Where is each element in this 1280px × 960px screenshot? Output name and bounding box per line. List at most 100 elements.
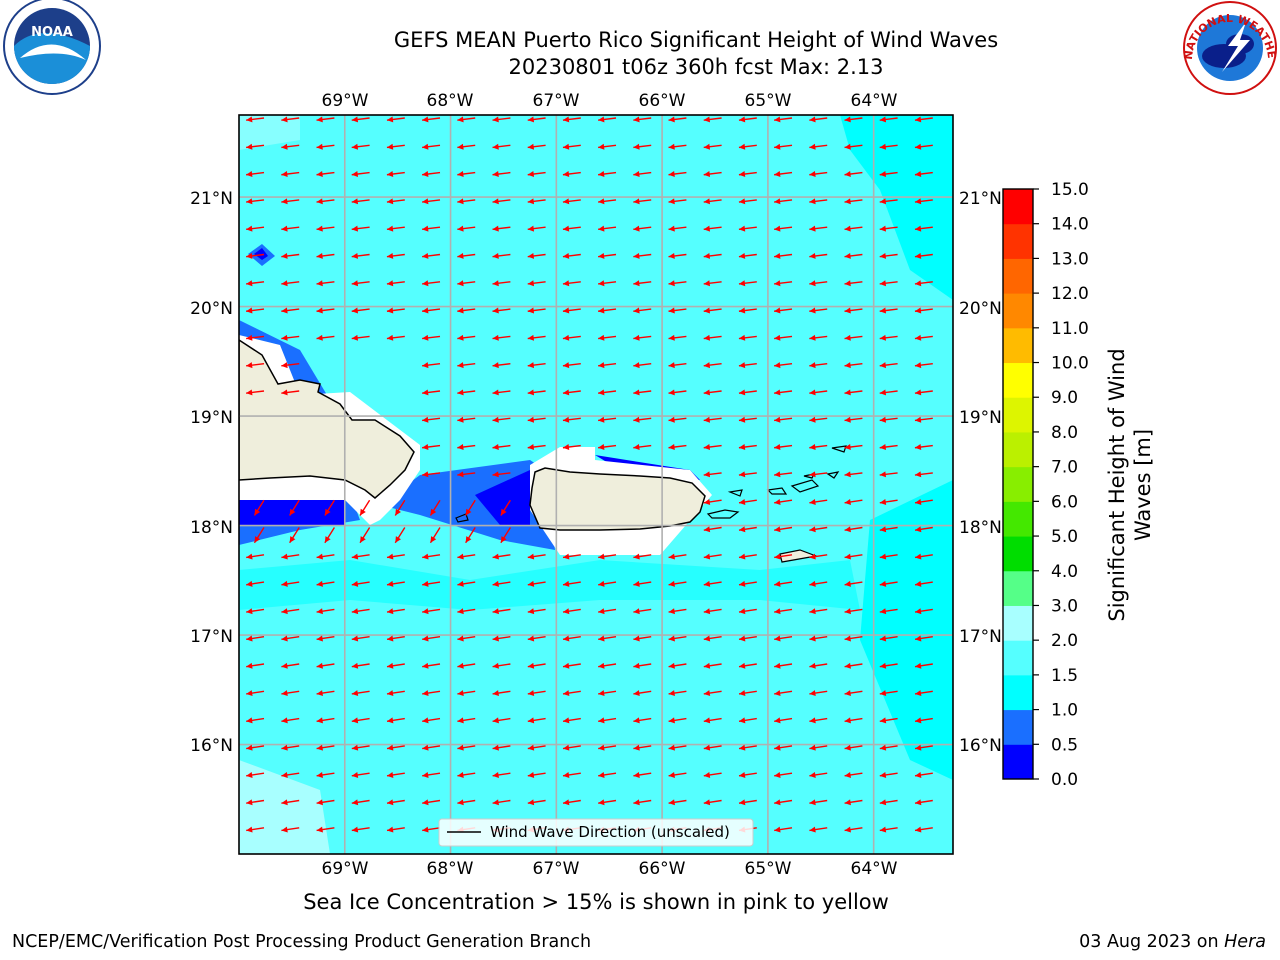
lat-tick-right-16n: 16°N <box>959 736 1002 756</box>
wind-wave-arrow <box>809 389 828 396</box>
colorbar-tick-label: 11.0 <box>1051 319 1089 339</box>
wind-wave-arrow <box>703 799 722 806</box>
wind-wave-arrow <box>809 416 828 423</box>
wind-wave-arrow <box>527 444 546 451</box>
wind-wave-arrow <box>562 143 581 150</box>
wind-wave-arrow <box>738 799 757 806</box>
wind-wave-arrow <box>598 444 617 451</box>
wind-wave-arrow <box>809 143 828 150</box>
lon-tick-bottom-66w: 66°W <box>639 859 686 879</box>
wind-wave-arrow <box>598 608 617 615</box>
wind-wave-arrow <box>879 608 898 615</box>
colorbar-segment <box>1003 362 1033 398</box>
wind-wave-arrow <box>703 499 722 505</box>
ocean-field-2.0-3.0-sw <box>239 760 330 854</box>
wind-wave-arrow <box>879 362 898 369</box>
wind-wave-arrow <box>492 799 511 806</box>
ocean-field-band <box>239 560 860 610</box>
wind-wave-arrow <box>633 416 652 423</box>
wind-wave-arrow <box>500 499 511 516</box>
wind-wave-arrow <box>668 389 687 396</box>
wind-wave-arrow <box>668 171 687 178</box>
wind-wave-arrow <box>914 826 933 833</box>
wind-wave-arrow <box>386 116 405 123</box>
wind-wave-arrow <box>324 527 335 544</box>
wind-wave-arrow <box>457 662 476 669</box>
wind-wave-arrow <box>668 362 687 369</box>
colorbar-tick-label: 8.0 <box>1051 423 1078 443</box>
wind-wave-arrow <box>633 334 652 341</box>
wind-wave-arrow <box>633 198 652 205</box>
wind-wave-arrow <box>457 116 476 123</box>
wind-wave-arrow <box>281 799 300 806</box>
wind-wave-arrow <box>738 499 757 505</box>
wind-wave-arrow <box>598 280 617 287</box>
wind-wave-arrow <box>703 635 722 642</box>
colorbar-label-line1: Significant Height of Wind <box>1105 348 1129 621</box>
wind-wave-arrow <box>703 471 722 478</box>
wind-wave-arrow <box>914 225 933 232</box>
wind-wave-arrow <box>281 772 300 778</box>
wind-wave-arrow <box>738 772 757 778</box>
wind-wave-arrow <box>598 225 617 232</box>
wind-wave-arrow <box>386 662 405 669</box>
colorbar-tick-label: 2.0 <box>1051 631 1078 651</box>
colorbar-tick-label: 0.5 <box>1051 735 1078 755</box>
wind-wave-arrow <box>914 416 933 423</box>
wind-wave-arrow <box>351 799 370 806</box>
wind-wave-arrow <box>281 744 300 751</box>
wind-wave-arrow <box>246 744 265 751</box>
wind-wave-arrow <box>351 717 370 724</box>
wind-wave-arrow <box>774 635 793 642</box>
wind-wave-arrow <box>246 334 265 341</box>
wind-wave-arrow <box>527 252 546 259</box>
wind-wave-arrow <box>809 307 828 314</box>
wind-wave-arrow <box>809 198 828 205</box>
wind-wave-arrow <box>738 280 757 287</box>
lon-tick-bottom-65w: 65°W <box>745 859 792 879</box>
wind-wave-arrow <box>738 635 757 642</box>
wind-wave-arrow <box>914 553 933 560</box>
colorbar-segment <box>1003 536 1033 572</box>
footer-credit: NCEP/EMC/Verification Post Processing Pr… <box>12 932 592 952</box>
wind-wave-arrow <box>914 116 933 123</box>
wind-wave-arrow <box>386 280 405 287</box>
wind-wave-arrow <box>633 744 652 751</box>
wind-wave-arrow <box>844 471 863 478</box>
wind-wave-arrow <box>246 826 265 833</box>
wind-wave-arrow <box>351 143 370 150</box>
wind-wave-arrow <box>914 307 933 314</box>
wind-wave-arrow <box>703 662 722 669</box>
wind-wave-arrow <box>422 608 441 615</box>
wind-wave-arrow <box>809 826 828 833</box>
wind-wave-arrow <box>527 608 546 615</box>
wind-wave-arrow <box>351 280 370 287</box>
wind-wave-arrow <box>457 334 476 341</box>
wind-wave-arrow <box>738 362 757 369</box>
wind-wave-arrow <box>492 444 511 451</box>
wind-wave-arrow <box>774 280 793 287</box>
lat-tick-right-18n: 18°N <box>959 518 1002 538</box>
wind-wave-arrow <box>422 799 441 806</box>
wind-wave-arrow <box>492 225 511 232</box>
wind-wave-arrow <box>914 171 933 178</box>
wind-wave-arrow <box>316 744 335 751</box>
wind-wave-arrow <box>879 198 898 205</box>
map-frame <box>238 114 954 855</box>
wind-wave-arrow <box>598 772 617 778</box>
wind-wave-arrow <box>246 553 265 560</box>
wind-wave-arrow <box>527 799 546 806</box>
wind-wave-arrow <box>492 252 511 259</box>
wind-wave-arrow <box>351 252 370 259</box>
wind-wave-arrow <box>809 252 828 259</box>
wind-wave-arrow <box>394 499 406 516</box>
wind-wave-arrow <box>879 171 898 178</box>
wind-wave-arrow <box>879 635 898 642</box>
wind-wave-arrow <box>914 799 933 806</box>
wind-wave-arrow <box>246 635 265 642</box>
wind-wave-arrow <box>281 334 300 341</box>
wind-wave-arrow <box>809 280 828 287</box>
wind-wave-arrow <box>316 171 335 178</box>
wind-wave-arrow <box>422 198 441 205</box>
